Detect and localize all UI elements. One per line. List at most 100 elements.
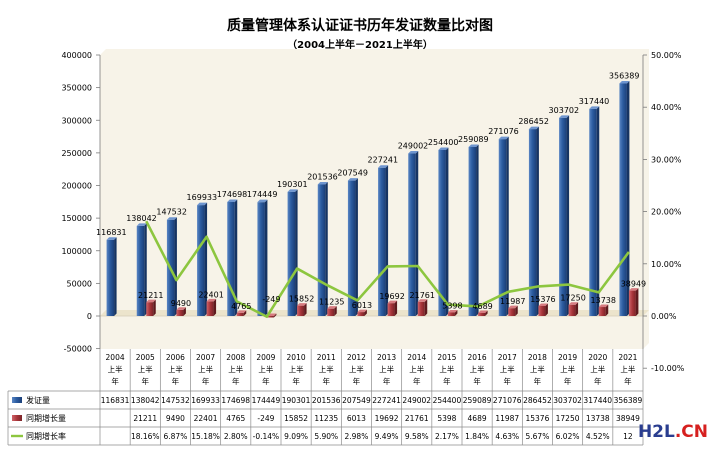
category-year-suffix: 年 [443, 376, 451, 386]
data-label-growth-2011: 11235 [319, 298, 344, 307]
data-labels: 116831 138042 21211 147532 9490 169933 22401 17… [96, 71, 646, 310]
category-half-label: 上半 [319, 364, 334, 374]
data-label-issued-2006: 147532 [156, 208, 187, 217]
bar-growth-2010-top [297, 303, 307, 306]
bar-issued-2021-side [626, 80, 630, 316]
category-year-label: 2007 [196, 353, 215, 362]
bar-issued-2007-top [197, 202, 208, 206]
bar-growth-2016-top [478, 310, 488, 313]
data-label-growth-2016: 4689 [472, 302, 492, 311]
category-year-suffix: 年 [172, 376, 180, 386]
bar-issued-2008-side [234, 199, 238, 316]
bar-growth-2006-front [176, 309, 184, 316]
category-half-label: 上半 [198, 364, 213, 374]
bar-issued-2013 [378, 165, 389, 316]
category-half-label: 上半 [258, 364, 273, 374]
category-half-label: 上半 [500, 364, 515, 374]
y-right-tick-label: 50.00% [651, 51, 682, 60]
table-cell-1-2010: 15852 [284, 414, 308, 423]
category-half-label: 上半 [530, 364, 545, 374]
bar-growth-2008-side [243, 310, 247, 316]
data-label-issued-2011: 201536 [307, 172, 338, 181]
bar-issued-2009 [257, 199, 268, 316]
bar-growth-2011-side [334, 306, 337, 316]
table-cell-0-2010: 190301 [282, 396, 311, 405]
legend-key-growth [12, 415, 22, 421]
legend-label-2: 同期增长率 [26, 431, 66, 441]
data-label-issued-2013: 227241 [368, 156, 399, 165]
bar-issued-2021-front [619, 83, 627, 316]
bar-growth-2011-front [327, 308, 335, 316]
bar-growth-2011-top [327, 306, 337, 309]
table-cell-1-2006: 9490 [166, 414, 185, 423]
bar-issued-2008 [227, 199, 238, 316]
category-year-label: 2004 [106, 353, 125, 362]
bar-growth-2021-top [628, 288, 639, 291]
bar-issued-2015-side [445, 147, 449, 316]
data-label-growth-2009: -249 [262, 295, 280, 304]
bar-growth-2010-front [297, 305, 305, 316]
y-right-tick-label: 40.00% [651, 103, 682, 112]
bar-issued-2017 [498, 136, 509, 316]
table-cell-1-2011: 11235 [314, 414, 338, 423]
category-half-label: 上半 [228, 364, 243, 374]
table-cell-0-2021: 356389 [614, 396, 643, 405]
data-label-growth-2006: 9490 [171, 299, 191, 308]
bar-growth-2019 [568, 302, 579, 316]
data-label-issued-2016: 259089 [458, 135, 489, 144]
category-half-label: 上半 [620, 364, 635, 374]
bar-issued-2016 [468, 144, 479, 316]
bar-issued-2007-side [204, 202, 208, 316]
bar-growth-2009-front [266, 316, 274, 318]
bar-growth-2019-side [575, 302, 579, 316]
category-year-suffix: 年 [504, 376, 512, 386]
category-year-label: 2014 [407, 353, 426, 362]
table-cell-2-2010: 9.09% [284, 432, 308, 441]
bar-issued-2012-top [347, 178, 358, 181]
table-cell-1-2012: 6013 [347, 414, 366, 423]
bar-growth-2013-top [387, 300, 398, 304]
table-cell-2-2009: -0.14% [253, 432, 280, 441]
bar-issued-2016-side [476, 144, 479, 316]
category-half-label: 上半 [590, 364, 605, 374]
y-left-tick-label: 100000 [61, 247, 92, 256]
category-year-suffix: 年 [383, 376, 391, 386]
bar-issued-2014-side [415, 151, 419, 316]
bar-growth-2007-side [213, 298, 217, 316]
bar-growth-2019-front [568, 304, 576, 316]
bar-issued-2018-top [528, 126, 539, 130]
category-year-suffix: 年 [473, 376, 481, 386]
table-cell-0-2005: 138042 [131, 396, 160, 405]
bar-growth-2005-side [153, 299, 156, 316]
watermark: H2L .CN [638, 422, 708, 442]
category-year-suffix: 年 [111, 376, 119, 386]
table-cell-2-2017: 4.63% [495, 432, 519, 441]
bar-issued-2013-side [385, 165, 389, 316]
table-cell-2-2006: 6.87% [164, 432, 188, 441]
bar-growth-2014 [417, 299, 428, 316]
bar-issued-2007 [197, 202, 208, 316]
y-left-tick-label: 200000 [61, 182, 92, 191]
category-year-label: 2016 [468, 353, 487, 362]
data-label-issued-2009: 174449 [247, 190, 278, 199]
category-year-label: 2008 [226, 353, 245, 362]
y-right-tick-label: 20.00% [651, 208, 682, 217]
category-half-label: 上半 [470, 364, 485, 374]
table-cell-1-2015: 5398 [437, 414, 456, 423]
data-label-issued-2014: 249002 [398, 142, 429, 151]
bar-issued-2019 [559, 115, 570, 316]
data-label-issued-2020: 317440 [579, 97, 610, 106]
table-cell-1-2020: 13738 [586, 414, 610, 423]
bar-issued-2005-side [144, 223, 147, 316]
bar-issued-2007-front [197, 205, 205, 316]
bar-issued-2020 [589, 106, 600, 317]
table-cell-2-2019: 6.02% [556, 432, 580, 441]
category-year-suffix: 年 [353, 376, 361, 386]
category-year-label: 2017 [498, 353, 517, 362]
bar-growth-2017-side [515, 305, 518, 316]
category-year-suffix: 年 [594, 376, 602, 386]
bar-growth-2009-side [273, 313, 277, 318]
bar-growth-2021 [628, 288, 639, 316]
data-table: 2004 上半年 2005 上半年 2006 上半年 2007 上半年 2008 上半年 2009 上… [7, 349, 644, 446]
bar-issued-2015 [438, 147, 449, 316]
